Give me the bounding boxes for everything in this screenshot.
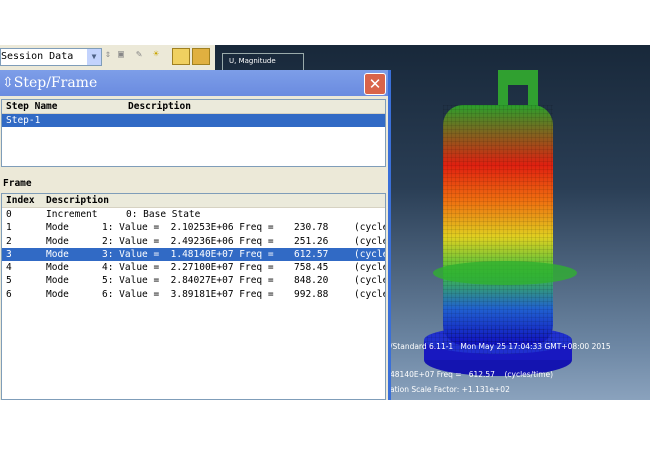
frame-freq: 230.78 — [294, 222, 329, 234]
frame-detail: 1: Value = 2.10253E+06 Freq = — [102, 222, 274, 234]
frame-label: Frame — [3, 178, 32, 189]
viewport-info-line2: 48140E+07 Freq = 612.57 (cycles/time) — [390, 370, 554, 379]
column-header-description[interactable]: Description — [128, 101, 191, 112]
combo-value: Session Data — [1, 51, 74, 62]
column-header-description[interactable]: Description — [46, 195, 109, 206]
frame-row[interactable]: 6 Mode 6: Value = 3.89181E+07 Freq = 992.88… — [2, 288, 385, 301]
legend-title: U, Magnitude — [222, 53, 304, 71]
frame-index: 2 — [6, 235, 12, 247]
frame-detail: 3: Value = 1.48140E+07 Freq = — [102, 248, 274, 260]
frame-row[interactable]: 5 Mode 5: Value = 2.84027E+07 Freq = 848.20… — [2, 274, 385, 287]
frame-unit: (cycle — [354, 248, 386, 260]
frame-freq: 992.88 — [294, 288, 329, 300]
step-row[interactable]: Step-1 — [2, 114, 385, 128]
dialog-title: Step/Frame — [13, 75, 98, 91]
frame-detail: 5: Value = 2.84027E+07 Freq = — [102, 275, 274, 287]
frame-index: 3 — [6, 248, 12, 260]
frame-type: Increment — [46, 209, 98, 220]
model-viewport[interactable] — [215, 45, 650, 400]
frame-row[interactable]: 1 Mode 1: Value = 2.10253E+06 Freq = 230.78… — [2, 221, 385, 234]
frame-type: Mode — [46, 288, 69, 300]
dialog-title-bar[interactable]: ⇳Step/Frame — [0, 70, 388, 96]
column-header-index[interactable]: Index — [6, 195, 35, 206]
frame-detail: 4: Value = 2.27100E+07 Freq = — [102, 262, 274, 274]
step-table: Step Name Description Step-1 — [1, 99, 386, 167]
move-icon: ⇳ — [2, 75, 14, 91]
folder-icon[interactable]: ▣ — [118, 49, 125, 60]
column-header-step-name[interactable]: Step Name — [6, 101, 58, 112]
frame-type: Mode — [46, 248, 69, 260]
frame-type: Mode — [46, 275, 69, 287]
frame-row[interactable]: 4 Mode 4: Value = 2.27100E+07 Freq = 758.45… — [2, 261, 385, 274]
frame-detail: 0: Base State — [126, 209, 201, 220]
frame-index: 0 — [6, 209, 12, 220]
frame-freq: 758.45 — [294, 262, 329, 274]
edit-icon[interactable]: ✎ — [136, 49, 143, 60]
frame-type: Mode — [46, 222, 69, 234]
chevron-down-icon[interactable]: ▼ — [87, 49, 101, 65]
frame-index: 5 — [6, 275, 12, 287]
frame-unit: (cycle — [354, 262, 386, 274]
frame-row[interactable]: 3 Mode 3: Value = 1.48140E+07 Freq = 612.57… — [2, 247, 386, 262]
frame-type: Mode — [46, 262, 69, 274]
frame-first-icon[interactable] — [172, 48, 190, 65]
frame-unit: (cycle — [354, 275, 386, 287]
step-frame-dialog: ⇳Step/Frame ✕ Step Name Description Step-… — [0, 70, 391, 400]
frame-unit: (cycle — [354, 235, 386, 247]
session-data-combo[interactable]: Session Data ▼ — [0, 48, 102, 66]
step-name: Step-1 — [6, 115, 41, 126]
toolbar: Session Data ▼ ⇕ ▣ ✎ ☀ — [0, 45, 215, 72]
frame-animate-icon[interactable] — [192, 48, 210, 65]
frame-type: Mode — [46, 235, 69, 247]
close-icon[interactable]: ✕ — [364, 73, 386, 95]
frame-freq: 848.20 — [294, 275, 329, 287]
spin-icon[interactable]: ⇕ — [105, 49, 112, 60]
viewport-info-line1: /Standard 6.11-1 Mon May 25 17:04:33 GMT… — [390, 342, 611, 351]
frame-freq: 612.57 — [294, 248, 329, 260]
frame-detail: 2: Value = 2.49236E+06 Freq = — [102, 235, 274, 247]
lightbulb-icon[interactable]: ☀ — [153, 49, 160, 60]
frame-detail: 6: Value = 3.89181E+07 Freq = — [102, 288, 274, 300]
frame-index: 6 — [6, 288, 12, 300]
frame-freq: 251.26 — [294, 235, 329, 247]
frame-row[interactable]: 0 Increment 0: Base State — [2, 208, 385, 221]
frame-table: Index Description 0 Increment 0: Base State… — [1, 193, 386, 400]
frame-index: 1 — [6, 222, 12, 234]
frame-unit: (cycle — [354, 222, 386, 234]
viewport-info-line3: ation Scale Factor: +1.131e+02 — [390, 385, 510, 394]
frame-row[interactable]: 2 Mode 2: Value = 2.49236E+06 Freq = 251.26… — [2, 235, 385, 248]
frame-unit: (cycle — [354, 288, 386, 300]
fea-model-render — [424, 70, 577, 376]
frame-index: 4 — [6, 262, 12, 274]
